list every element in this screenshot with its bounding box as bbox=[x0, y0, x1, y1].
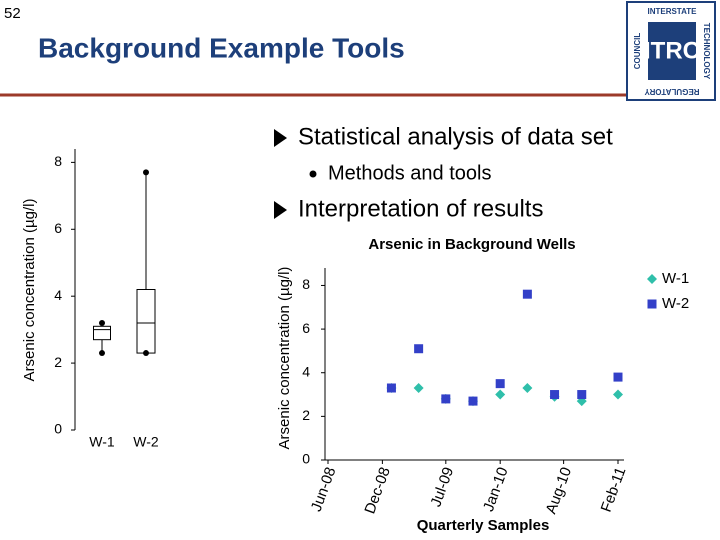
square-marker bbox=[386, 383, 396, 393]
whisker-min-dot bbox=[99, 350, 105, 357]
square-marker bbox=[647, 299, 657, 309]
logo: ITRC INTERSTATE REGULATORY COUNCIL TECHN… bbox=[626, 1, 716, 101]
y-tick-label: 2 bbox=[302, 407, 310, 423]
diamond-marker bbox=[647, 274, 657, 284]
square-marker bbox=[550, 390, 560, 400]
y-tick-label: 6 bbox=[54, 220, 62, 236]
box bbox=[136, 289, 156, 354]
y-axis-label: Arsenic concentration (µg/l) bbox=[21, 199, 38, 382]
x-tick-label: W-1 bbox=[89, 434, 115, 450]
y-tick-label: 8 bbox=[302, 276, 310, 292]
y-axis-label: Arsenic concentration (µg/l) bbox=[276, 267, 293, 450]
square-marker bbox=[414, 344, 424, 354]
bullet-arrow bbox=[274, 201, 287, 219]
diamond-marker bbox=[413, 383, 424, 393]
chart-title: Arsenic in Background Wells bbox=[368, 236, 575, 253]
diamond-marker bbox=[522, 383, 533, 393]
legend-label: W-1 bbox=[662, 270, 689, 287]
y-tick-label: 2 bbox=[54, 354, 62, 370]
logo-top: INTERSTATE bbox=[647, 7, 697, 16]
y-tick-label: 8 bbox=[54, 153, 62, 169]
logo-name: ITRC bbox=[644, 37, 700, 64]
slide-title: Background Example Tools bbox=[38, 32, 405, 63]
logo-right: TECHNOLOGY bbox=[702, 23, 711, 80]
sub-bullet-dot bbox=[309, 170, 317, 178]
diamond-marker bbox=[613, 389, 623, 400]
whisker-max-dot bbox=[99, 319, 105, 326]
bullet: Interpretation of results bbox=[298, 195, 543, 222]
square-marker bbox=[468, 396, 478, 406]
y-tick-label: 4 bbox=[54, 287, 62, 303]
x-tick-label: W-2 bbox=[133, 434, 159, 450]
page-number: 52 bbox=[4, 5, 21, 22]
whisker-min-dot bbox=[143, 350, 149, 357]
bullet-arrow bbox=[274, 129, 287, 147]
y-tick-label: 6 bbox=[302, 320, 310, 336]
box bbox=[93, 325, 111, 341]
logo-bottom: REGULATORY bbox=[644, 87, 700, 96]
y-tick-label: 0 bbox=[302, 451, 310, 467]
bullet: Statistical analysis of data set bbox=[298, 123, 613, 150]
diamond-marker bbox=[495, 389, 506, 400]
logo-block bbox=[648, 22, 696, 80]
legend-label: W-2 bbox=[662, 295, 689, 312]
square-marker bbox=[577, 390, 587, 400]
square-marker bbox=[441, 394, 451, 404]
square-marker bbox=[495, 379, 505, 389]
y-tick-label: 0 bbox=[54, 421, 62, 437]
square-marker bbox=[522, 289, 532, 299]
whisker-max-dot bbox=[143, 169, 149, 176]
logo-left: COUNCIL bbox=[633, 33, 642, 70]
square-marker bbox=[613, 372, 623, 382]
x-axis-label: Quarterly Samples bbox=[417, 517, 550, 534]
sub-bullet: Methods and tools bbox=[328, 162, 491, 184]
y-tick-label: 4 bbox=[302, 363, 310, 379]
